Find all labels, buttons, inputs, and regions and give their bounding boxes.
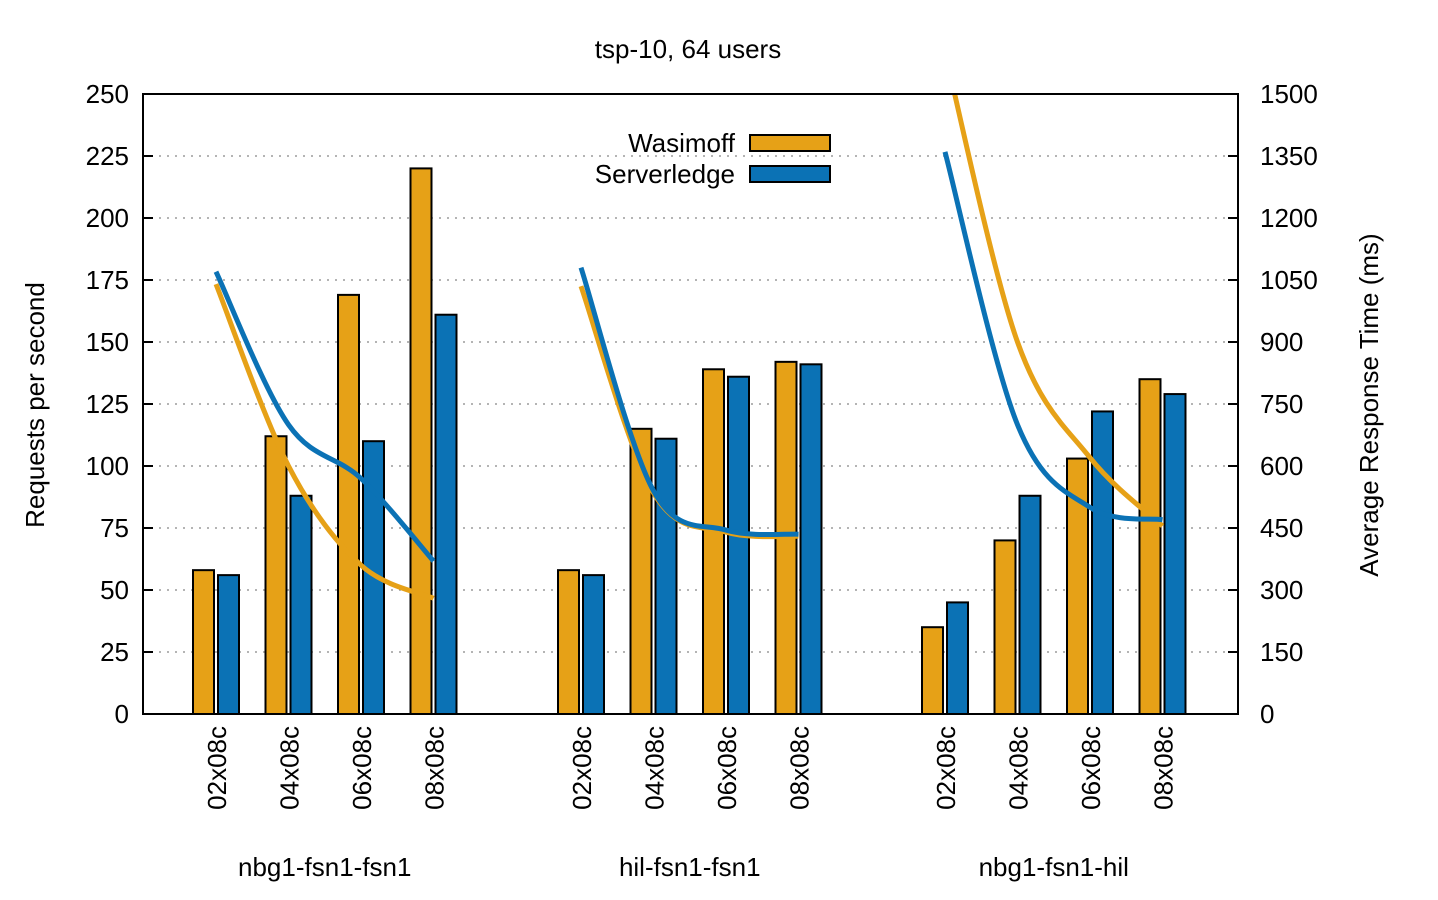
y2-tick-label: 0	[1260, 699, 1274, 729]
group-label: hil-fsn1-fsn1	[619, 852, 761, 882]
bar-serverledge	[799, 363, 823, 715]
y-tick-label: 25	[100, 637, 129, 667]
x-tick-label: 04x08c	[1004, 726, 1034, 810]
x-tick-label: 08x08c	[1149, 726, 1179, 810]
y-tick-label: 225	[86, 141, 129, 171]
y2-tick-label: 450	[1260, 513, 1303, 543]
bar-wasimoff	[557, 569, 580, 715]
y2-tick-label: 300	[1260, 575, 1303, 605]
y2-tick-label: 900	[1260, 327, 1303, 357]
bar-wasimoff	[993, 539, 1017, 716]
y-tick-label: 200	[86, 203, 129, 233]
y2-tick-label: 600	[1260, 451, 1303, 481]
bar-serverledge	[289, 494, 313, 716]
x-tick-label: 06x08c	[1076, 726, 1106, 810]
bar-wasimoff	[192, 569, 215, 715]
x-tick-label: 02x08c	[931, 726, 961, 810]
bar-wasimoff	[264, 435, 288, 715]
group-label: nbg1-fsn1-hil	[979, 852, 1129, 882]
group-label: nbg1-fsn1-fsn1	[238, 852, 411, 882]
y2-tick-label: 150	[1260, 637, 1303, 667]
response-line-wasimoff	[213, 283, 435, 601]
y2-tick-label: 750	[1260, 389, 1303, 419]
bar-serverledge	[1018, 494, 1042, 716]
x-tick-label: 04x08c	[275, 726, 305, 810]
legend-swatch-wasimoff	[749, 134, 831, 152]
chart-title: tsp-10, 64 users	[595, 34, 781, 64]
legend-label: Serverledge	[595, 159, 735, 189]
bar-serverledge	[654, 437, 678, 715]
bar-serverledge	[946, 601, 969, 716]
bar-serverledge	[1163, 393, 1187, 715]
gridlines	[143, 155, 1238, 653]
x-tick-label: 02x08c	[202, 726, 232, 810]
y2-tick-label: 1200	[1260, 203, 1318, 233]
y2-tick-label: 1350	[1260, 141, 1318, 171]
y-tick-label: 0	[115, 699, 129, 729]
bar-serverledge	[434, 313, 458, 715]
y-tick-label: 50	[100, 575, 129, 605]
bar-serverledge	[217, 574, 240, 715]
response-line-wasimoff	[952, 94, 1165, 528]
bars	[192, 167, 1187, 716]
x-tick-label: 08x08c	[785, 726, 815, 810]
x-tick-label: 08x08c	[420, 726, 450, 810]
legend-swatch-serverledge	[749, 165, 831, 183]
y2-tick-label: 1050	[1260, 265, 1318, 295]
y-tick-label: 150	[86, 327, 129, 357]
x-tick-label: 06x08c	[347, 726, 377, 810]
bar-wasimoff	[1138, 378, 1162, 715]
y2-axis-label: Average Response Time (ms)	[1354, 233, 1384, 576]
response-line-wasimoff	[578, 285, 799, 540]
x-tick-label: 06x08c	[712, 726, 742, 810]
y-axis-label: Requests per second	[20, 282, 50, 528]
bar-wasimoff	[409, 167, 433, 715]
response-line-serverledge	[213, 270, 436, 563]
bar-serverledge	[582, 574, 605, 715]
bar-serverledge	[1091, 410, 1114, 715]
y2-tick-label: 1500	[1260, 79, 1318, 109]
response-line-serverledge	[578, 266, 799, 538]
x-tick-label: 02x08c	[567, 726, 597, 810]
bar-wasimoff	[921, 626, 944, 716]
legend-label: Wasimoff	[628, 128, 736, 158]
bar-wasimoff	[702, 368, 725, 715]
x-tick-label: 04x08c	[640, 726, 670, 810]
y-tick-label: 125	[86, 389, 129, 419]
y-tick-label: 250	[86, 79, 129, 109]
bar-serverledge	[727, 375, 750, 715]
y-tick-label: 75	[100, 513, 129, 543]
y-tick-label: 100	[86, 451, 129, 481]
bar-wasimoff	[337, 293, 360, 715]
response-lines	[213, 94, 1165, 601]
y-tick-label: 175	[86, 265, 129, 295]
axes: 0 25 50 75 100 125 150 175 200 225 250 0 150 300 450 60…	[86, 79, 1318, 882]
response-line-serverledge	[942, 151, 1163, 523]
